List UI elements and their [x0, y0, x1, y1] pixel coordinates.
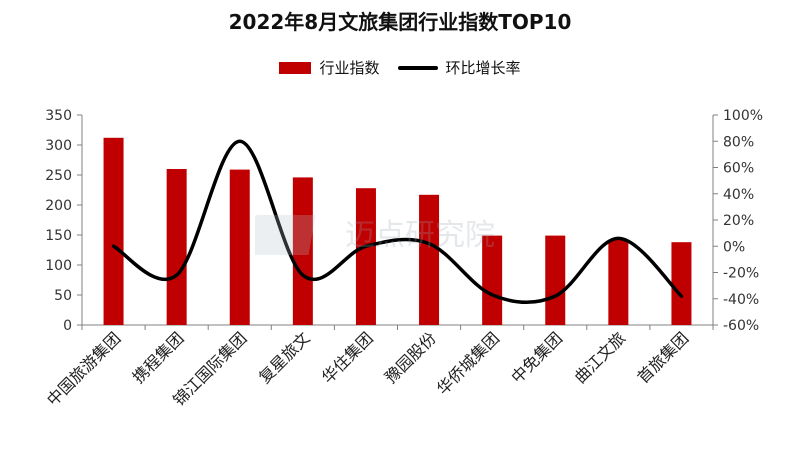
right-tick-label: 20% — [723, 213, 754, 229]
legend-bar-swatch — [279, 61, 312, 74]
x-category-label: 复星旅文 — [255, 328, 314, 387]
left-tick-label: 350 — [45, 108, 72, 124]
x-category-label: 曲江文旅 — [570, 328, 629, 387]
x-category-label: 豫园股份 — [381, 328, 440, 387]
legend-line-swatch — [397, 65, 438, 70]
x-category-label: 华住集团 — [318, 328, 377, 387]
left-tick-label: 100 — [45, 258, 72, 274]
left-tick-label: 200 — [45, 198, 72, 214]
legend-item-line: 环比增长率 — [397, 57, 521, 78]
legend-line-label: 环比增长率 — [445, 59, 521, 77]
bar — [166, 169, 187, 325]
left-tick-label: 300 — [45, 138, 72, 154]
right-tick-label: 40% — [723, 187, 754, 203]
bar — [292, 177, 313, 325]
bar — [482, 235, 503, 325]
left-tick-label: 50 — [54, 288, 72, 304]
right-tick-label: 0% — [723, 239, 745, 255]
x-category-label: 中免集团 — [507, 328, 566, 387]
bar — [671, 242, 692, 325]
bar — [355, 188, 376, 325]
x-category-label: 华侨城集团 — [433, 328, 503, 398]
left-tick-label: 150 — [45, 228, 72, 244]
bar — [545, 235, 566, 325]
right-tick-label: -20% — [723, 266, 759, 282]
bar — [103, 137, 124, 325]
left-tick-label: 250 — [45, 168, 72, 184]
right-tick-label: -60% — [723, 318, 759, 334]
x-category-label: 中国旅游集团 — [43, 328, 124, 409]
x-category-label: 携程集团 — [129, 328, 188, 387]
bar — [229, 169, 250, 325]
right-tick-label: 100% — [723, 108, 763, 124]
right-tick-label: 60% — [723, 161, 754, 177]
legend-item-bar: 行业指数 — [279, 57, 380, 78]
legend-bar-label: 行业指数 — [319, 59, 380, 77]
chart-legend: 行业指数 环比增长率 — [0, 57, 800, 78]
right-tick-label: -40% — [723, 292, 759, 308]
x-category-label: 首旅集团 — [634, 328, 693, 387]
chart-title: 2022年8月文旅集团行业指数TOP10 — [228, 10, 572, 34]
right-tick-label: 80% — [723, 134, 754, 150]
bar — [419, 194, 440, 325]
bar — [608, 239, 629, 325]
left-tick-label: 0 — [63, 318, 72, 334]
line-series-growth-rate — [111, 139, 684, 305]
